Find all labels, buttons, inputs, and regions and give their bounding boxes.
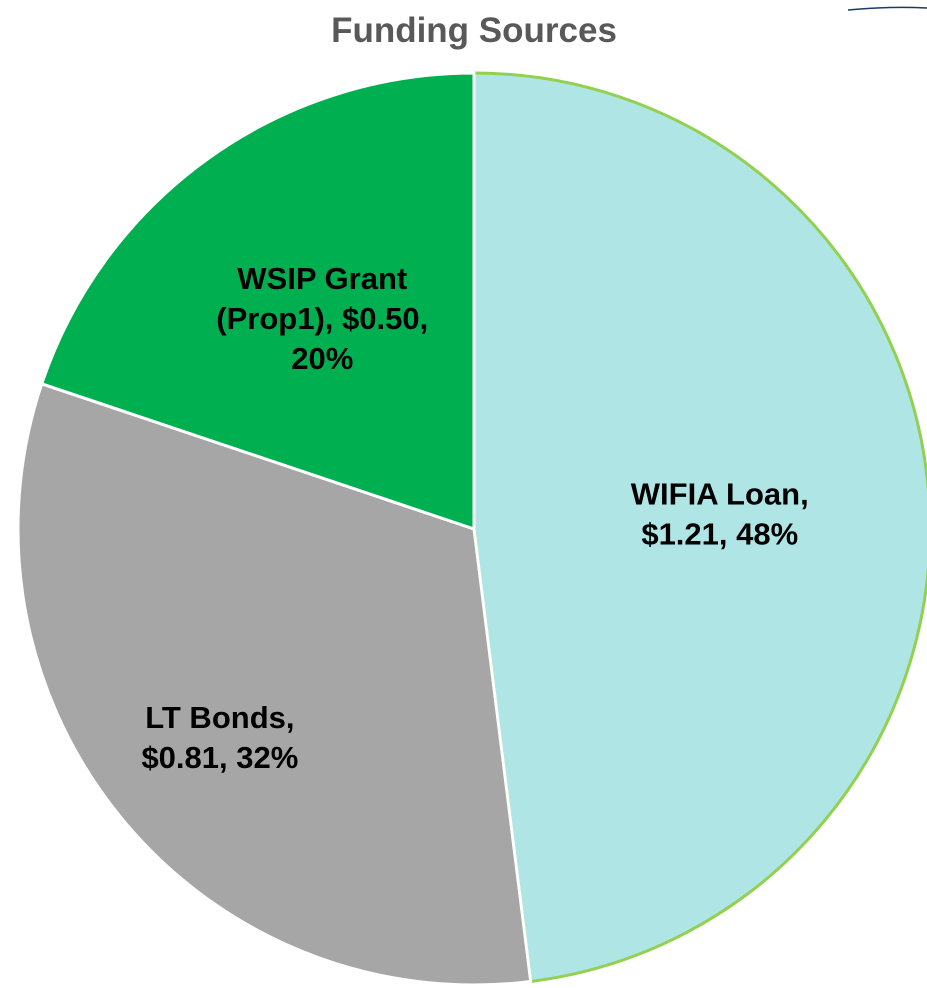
pie-slice xyxy=(472,71,927,983)
data-label: WIFIA Loan, xyxy=(631,477,809,512)
pie-slice xyxy=(16,382,533,987)
chart-title: Funding Sources xyxy=(331,11,617,50)
data-label: WSIP Grant xyxy=(237,261,407,296)
data-label: LT Bonds, xyxy=(145,700,294,735)
data-label: $1.21, 48% xyxy=(641,517,798,552)
pie-slice xyxy=(40,71,476,531)
pie xyxy=(16,71,927,987)
data-labels: WIFIA Loan, $1.21, 48% LT Bonds, $0.81, 32%… xyxy=(141,261,808,775)
data-label: $0.81, 32% xyxy=(141,740,298,775)
data-label: 20% xyxy=(291,341,353,376)
decorative-line xyxy=(847,6,927,11)
data-label: (Prop1), $0.50, xyxy=(216,301,428,336)
